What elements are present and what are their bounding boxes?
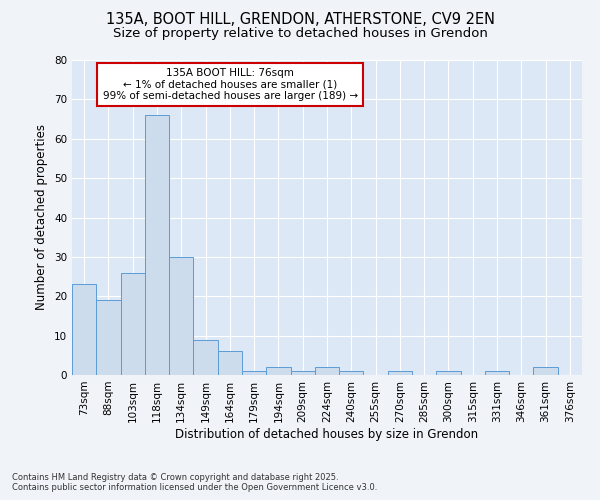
Bar [388, 371, 412, 375]
Bar [266, 367, 290, 375]
Text: Size of property relative to detached houses in Grendon: Size of property relative to detached ho… [113, 28, 487, 40]
Bar [339, 371, 364, 375]
Bar [290, 371, 315, 375]
Bar [96, 300, 121, 375]
Bar [315, 367, 339, 375]
Text: 135A BOOT HILL: 76sqm
← 1% of detached houses are smaller (1)
99% of semi-detach: 135A BOOT HILL: 76sqm ← 1% of detached h… [103, 68, 358, 101]
Text: Contains HM Land Registry data © Crown copyright and database right 2025.
Contai: Contains HM Land Registry data © Crown c… [12, 473, 377, 492]
Bar [145, 115, 169, 375]
Bar [193, 340, 218, 375]
Bar [121, 272, 145, 375]
Bar [436, 371, 461, 375]
Bar [242, 371, 266, 375]
Bar [533, 367, 558, 375]
Text: 135A, BOOT HILL, GRENDON, ATHERSTONE, CV9 2EN: 135A, BOOT HILL, GRENDON, ATHERSTONE, CV… [106, 12, 494, 28]
Y-axis label: Number of detached properties: Number of detached properties [35, 124, 49, 310]
Bar [485, 371, 509, 375]
Bar [218, 352, 242, 375]
X-axis label: Distribution of detached houses by size in Grendon: Distribution of detached houses by size … [175, 428, 479, 440]
Bar [72, 284, 96, 375]
Bar [169, 257, 193, 375]
